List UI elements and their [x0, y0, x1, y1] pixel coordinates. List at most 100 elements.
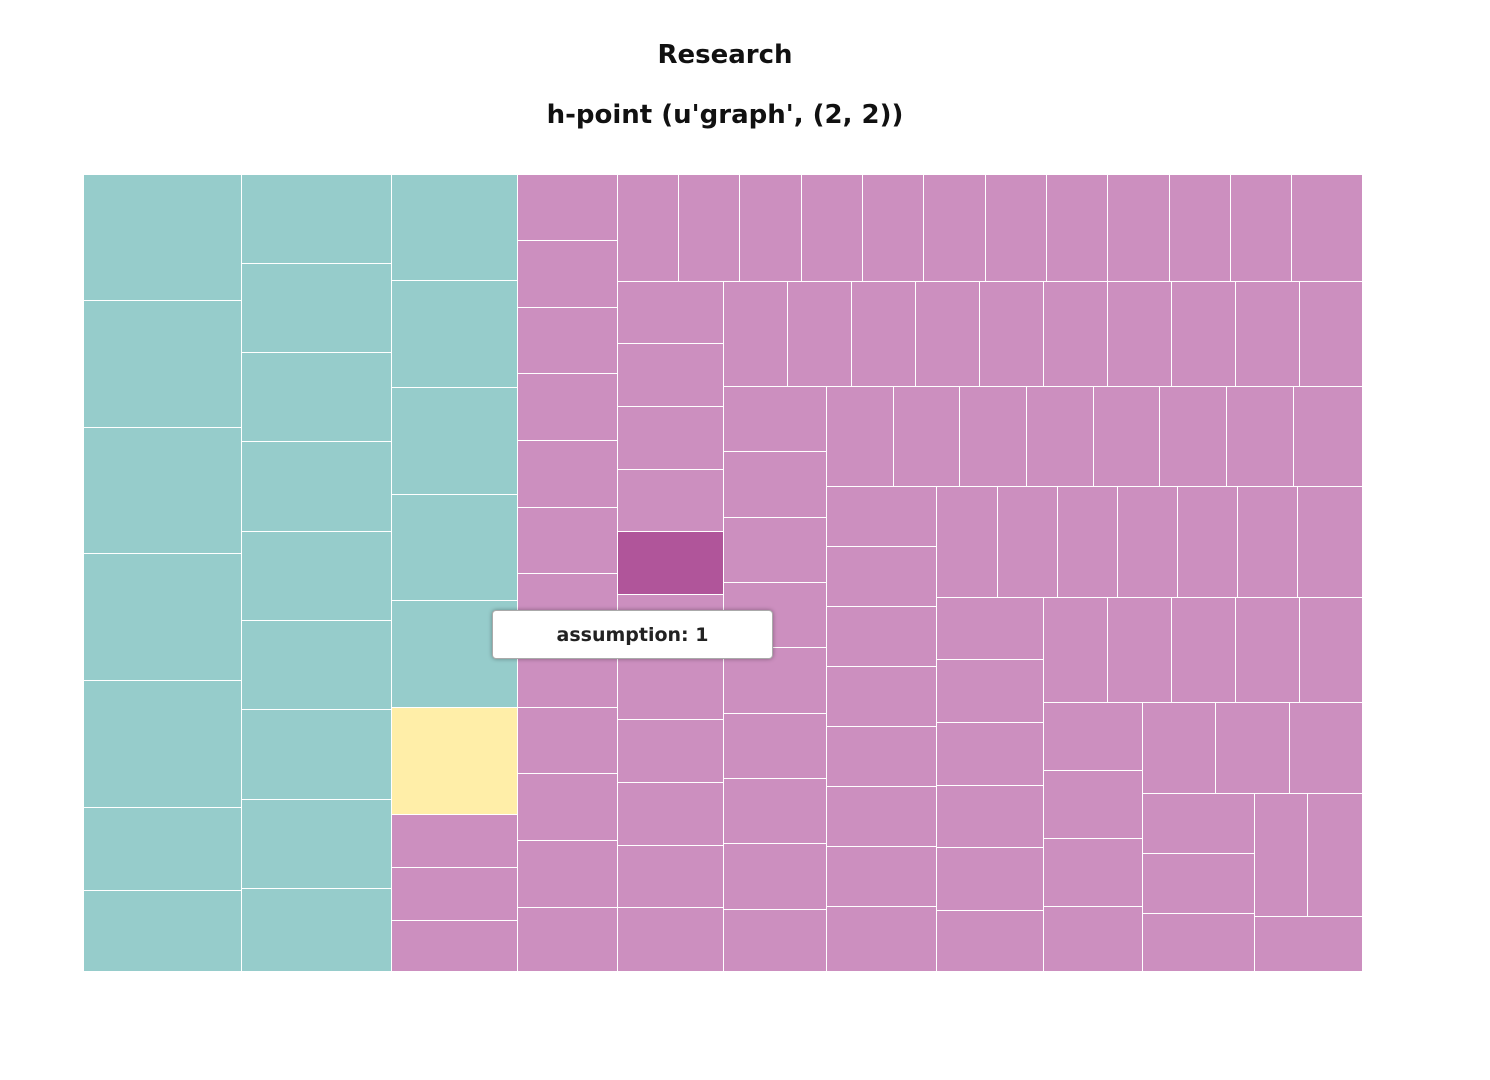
treemap-tile[interactable] — [1044, 907, 1143, 972]
treemap-tile[interactable] — [84, 301, 242, 428]
treemap-tile[interactable] — [518, 308, 618, 374]
treemap-tile[interactable] — [84, 681, 242, 808]
treemap-tile[interactable] — [518, 374, 618, 441]
treemap-tile[interactable] — [618, 470, 724, 532]
treemap-tile[interactable] — [1178, 487, 1238, 598]
treemap-tile[interactable] — [1255, 794, 1308, 917]
treemap-tile[interactable] — [1094, 387, 1160, 487]
treemap-tile[interactable] — [724, 387, 827, 452]
treemap-tile[interactable] — [518, 841, 618, 908]
treemap-tile[interactable] — [1300, 598, 1363, 703]
treemap-tile[interactable] — [827, 727, 937, 787]
treemap-tile[interactable] — [1027, 387, 1094, 487]
treemap-tile[interactable] — [724, 910, 827, 972]
treemap-tile[interactable] — [724, 648, 827, 714]
treemap-tile[interactable] — [1047, 175, 1108, 282]
treemap-tile[interactable] — [980, 282, 1044, 387]
treemap-tile[interactable] — [392, 708, 518, 815]
treemap-tile[interactable] — [724, 518, 827, 583]
treemap-tile[interactable] — [1172, 598, 1236, 703]
treemap-tile[interactable] — [937, 487, 998, 598]
treemap-tile[interactable] — [84, 175, 242, 301]
treemap-tile[interactable] — [242, 175, 392, 264]
treemap-tile[interactable] — [852, 282, 916, 387]
treemap-tile[interactable] — [392, 495, 518, 601]
treemap-tile[interactable] — [937, 723, 1044, 786]
treemap-tile[interactable] — [618, 846, 724, 908]
treemap-tile[interactable] — [618, 282, 724, 344]
treemap-tile[interactable] — [937, 786, 1044, 848]
treemap-tile[interactable] — [392, 815, 518, 868]
treemap-tile[interactable] — [1044, 839, 1143, 907]
treemap-tile[interactable] — [84, 808, 242, 891]
treemap-tile[interactable] — [242, 889, 392, 972]
treemap-tile[interactable] — [518, 908, 618, 972]
treemap-tile[interactable] — [518, 175, 618, 241]
treemap-tile[interactable] — [827, 387, 894, 487]
treemap-tile[interactable] — [1236, 282, 1300, 387]
treemap-tile[interactable] — [1290, 703, 1363, 794]
treemap-tile[interactable] — [1118, 487, 1178, 598]
treemap-tile[interactable] — [916, 282, 980, 387]
treemap-tile[interactable] — [827, 487, 937, 547]
treemap-tile[interactable] — [937, 598, 1044, 660]
treemap-tile[interactable] — [960, 387, 1027, 487]
treemap-tile[interactable] — [679, 175, 740, 282]
treemap-tile[interactable] — [724, 282, 788, 387]
treemap-tile[interactable] — [618, 407, 724, 470]
treemap-tile[interactable] — [518, 241, 618, 308]
treemap-tile[interactable] — [1044, 282, 1108, 387]
treemap-tile[interactable] — [84, 428, 242, 554]
treemap-tile[interactable] — [242, 710, 392, 800]
treemap-tile[interactable] — [618, 783, 724, 846]
treemap-tile[interactable] — [518, 774, 618, 841]
treemap-tile[interactable] — [986, 175, 1047, 282]
treemap-tile[interactable] — [518, 708, 618, 774]
treemap-tile[interactable] — [788, 282, 852, 387]
treemap-tile[interactable] — [863, 175, 924, 282]
treemap-tile[interactable] — [392, 281, 518, 388]
treemap-tile[interactable] — [1300, 282, 1363, 387]
treemap-tile[interactable] — [724, 779, 827, 844]
treemap-tile[interactable] — [827, 667, 937, 727]
treemap-tile[interactable] — [242, 264, 392, 353]
treemap-tile[interactable] — [1170, 175, 1231, 282]
treemap-tile[interactable] — [84, 554, 242, 681]
treemap-tile[interactable] — [740, 175, 802, 282]
treemap-tile[interactable] — [937, 848, 1044, 911]
treemap-tile[interactable] — [242, 442, 392, 532]
treemap-tile[interactable] — [1143, 703, 1216, 794]
treemap-tile[interactable] — [1044, 703, 1143, 771]
treemap-tile[interactable] — [392, 868, 518, 921]
treemap-tile[interactable] — [1143, 794, 1255, 854]
treemap-tile[interactable] — [802, 175, 863, 282]
treemap-tile[interactable] — [618, 720, 724, 783]
treemap-tile[interactable] — [1143, 854, 1255, 914]
treemap-tile[interactable] — [724, 452, 827, 518]
treemap-tile[interactable] — [1058, 487, 1118, 598]
treemap-tile[interactable] — [1294, 387, 1363, 487]
treemap-tile[interactable] — [1172, 282, 1236, 387]
treemap-tile[interactable] — [518, 441, 618, 508]
treemap-tile[interactable] — [618, 658, 724, 720]
treemap-tile[interactable] — [1044, 771, 1143, 839]
treemap-tile[interactable] — [1044, 598, 1108, 703]
treemap-tile[interactable] — [242, 532, 392, 621]
treemap-tile[interactable] — [724, 714, 827, 779]
treemap-tile[interactable] — [894, 387, 960, 487]
treemap-tile[interactable] — [1308, 794, 1363, 917]
treemap-tile[interactable] — [1298, 487, 1363, 598]
treemap-tile[interactable] — [827, 607, 937, 667]
treemap-tile[interactable] — [1255, 917, 1363, 972]
treemap-tile[interactable] — [1227, 387, 1294, 487]
treemap-tile-hovered[interactable] — [618, 532, 724, 595]
treemap-tile[interactable] — [84, 891, 242, 972]
treemap-tile[interactable] — [1292, 175, 1363, 282]
treemap-tile[interactable] — [392, 921, 518, 972]
treemap-tile[interactable] — [618, 175, 679, 282]
treemap-tile[interactable] — [618, 344, 724, 407]
treemap-tile[interactable] — [1238, 487, 1298, 598]
treemap-tile[interactable] — [618, 908, 724, 972]
treemap-tile[interactable] — [827, 787, 937, 847]
treemap-tile[interactable] — [1236, 598, 1300, 703]
